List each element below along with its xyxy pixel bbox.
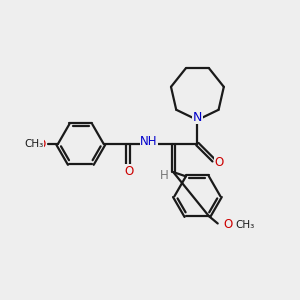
Text: O: O [224,218,233,232]
Text: CH₃: CH₃ [236,220,255,230]
Text: O: O [124,165,133,178]
Text: O: O [214,156,224,169]
Text: O: O [37,138,46,151]
Text: H: H [160,169,168,182]
Text: NH: NH [140,135,158,148]
Text: CH₃: CH₃ [25,139,44,149]
Text: N: N [193,110,202,124]
Text: N: N [193,110,202,123]
